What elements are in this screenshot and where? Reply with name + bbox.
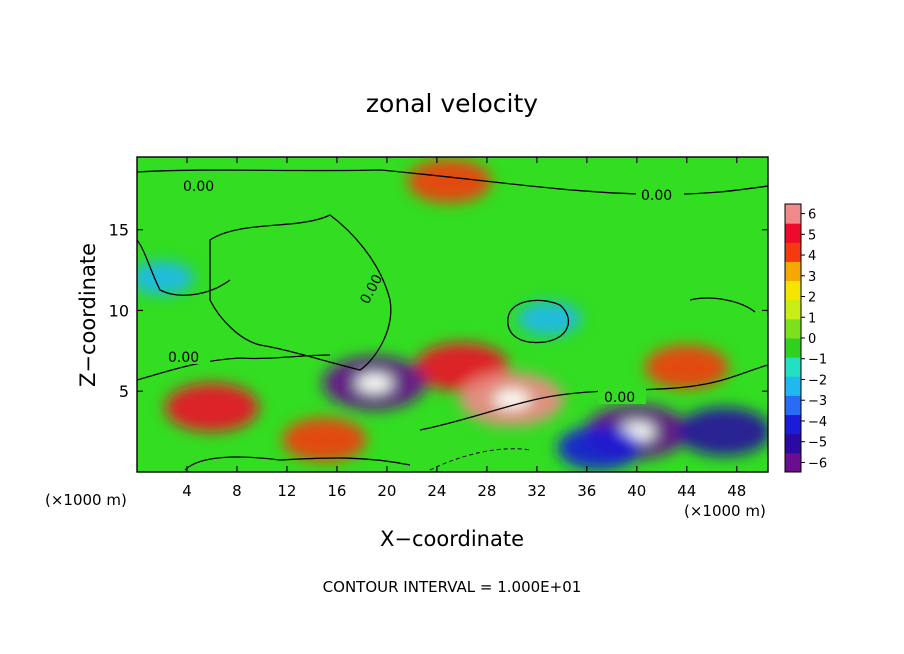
colorbar-tick-label: 4: [808, 249, 816, 264]
chart-title: zonal velocity: [366, 89, 538, 118]
y-tick-label: 10: [109, 301, 129, 320]
colorbar-segment: [785, 414, 801, 435]
heatmap-cell: [137, 261, 194, 296]
footer-contour-interval: CONTOUR INTERVAL = 1.000E+01: [323, 578, 582, 596]
heatmap-cell-core: [356, 374, 393, 393]
colorbar-segment: [785, 376, 801, 396]
heatmap-cell: [644, 345, 729, 389]
x-tick-label: 4: [182, 482, 192, 500]
contour-line: [507, 299, 569, 344]
y-axis-label: Z−coordinate: [76, 243, 100, 387]
contour-label: 0.00: [183, 179, 214, 195]
colorbar-segment: [785, 338, 801, 358]
colorbar-segment: [785, 433, 801, 454]
colorbar-tick-label: −5: [808, 436, 827, 451]
heatmap-cell: [557, 425, 642, 470]
colorbar: 6 5 4 3 2 1 0 −1 −2 −3 −4 −5 −6: [784, 203, 827, 473]
x-axis: 4 8 12 16 20 24 28 32 36 40 44 48: [182, 157, 746, 500]
contour-label: 0.00: [641, 188, 672, 204]
x-tick-label: 12: [277, 482, 296, 500]
colorbar-segment: [785, 357, 801, 377]
colorbar-tick-label: −3: [808, 394, 827, 409]
x-tick-label: 40: [627, 482, 646, 500]
colorbar-tick-label: 6: [808, 208, 816, 223]
x-tick-label: 32: [527, 482, 546, 500]
contour-line: [209, 214, 392, 371]
colorbar-tick-label: 5: [808, 228, 816, 243]
contour-line: [429, 448, 531, 471]
contour-labels: 0.00 0.00 0.00 0.00 0.00: [162, 177, 684, 406]
colorbar-tick-label: −1: [808, 353, 827, 368]
colorbar-tick-label: 0: [808, 332, 816, 347]
colorbar-tick-label: 1: [808, 311, 816, 326]
x-tick-label: 44: [677, 482, 696, 500]
x-tick-label: 48: [727, 482, 746, 500]
colorbar-segment: [785, 242, 801, 262]
heatmap-cell: [677, 407, 768, 457]
x-unit-label-right: (×1000 m): [684, 502, 766, 520]
x-tick-label: 16: [327, 482, 346, 500]
heatmap-cell: [282, 417, 367, 462]
heatmap-cell: [517, 301, 582, 336]
contour-label: 0.00: [168, 350, 199, 366]
y-axis: 5 10 15: [109, 221, 768, 401]
contour-line: [184, 456, 411, 471]
heatmap-cell: [164, 382, 259, 432]
heatmap-cell: [407, 159, 492, 204]
colorbar-tick-label: −4: [808, 415, 827, 430]
contour-line: [137, 239, 231, 296]
plot-area: 0.00 0.00 0.00 0.00 0.00: [136, 156, 769, 473]
colorbar-segment: [785, 318, 801, 339]
colorbar-segment: [785, 395, 801, 416]
colorbar-tick-label: −2: [808, 373, 827, 388]
colorbar-segment: [785, 299, 801, 320]
heatmap-field: [137, 159, 768, 470]
x-tick-label: 36: [577, 482, 596, 500]
contour-line: [137, 354, 331, 381]
colorbar-segment: [785, 204, 801, 224]
x-tick-label: 20: [377, 482, 396, 500]
x-axis-label: X−coordinate: [380, 527, 524, 551]
x-tick-label: 24: [427, 482, 446, 500]
y-tick-label: 5: [119, 382, 129, 401]
contour-line: [689, 297, 756, 313]
x-tick-label: 28: [477, 482, 496, 500]
colorbar-tick-label: 2: [808, 291, 816, 306]
x-tick-label: 8: [232, 482, 242, 500]
contour-label: 0.00: [604, 390, 635, 406]
contour-line: [137, 169, 768, 196]
colorbar-segment: [785, 223, 801, 243]
colorbar-segment: [785, 261, 801, 282]
plot-frame: [136, 156, 769, 473]
y-tick-label: 15: [109, 221, 129, 240]
colorbar-segment: [785, 452, 801, 473]
colorbar-segment: [785, 280, 801, 301]
x-unit-label-left: (×1000 m): [45, 491, 127, 509]
colorbar-tick-label: 3: [808, 270, 816, 285]
colorbar-tick-label: −6: [808, 456, 827, 471]
